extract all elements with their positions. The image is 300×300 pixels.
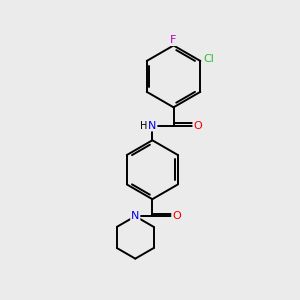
Text: Cl: Cl xyxy=(203,55,214,64)
Text: N: N xyxy=(131,211,140,221)
Text: F: F xyxy=(170,35,177,45)
Text: O: O xyxy=(172,211,181,221)
Text: O: O xyxy=(193,121,202,130)
Text: H: H xyxy=(140,121,148,130)
Text: N: N xyxy=(148,121,157,130)
